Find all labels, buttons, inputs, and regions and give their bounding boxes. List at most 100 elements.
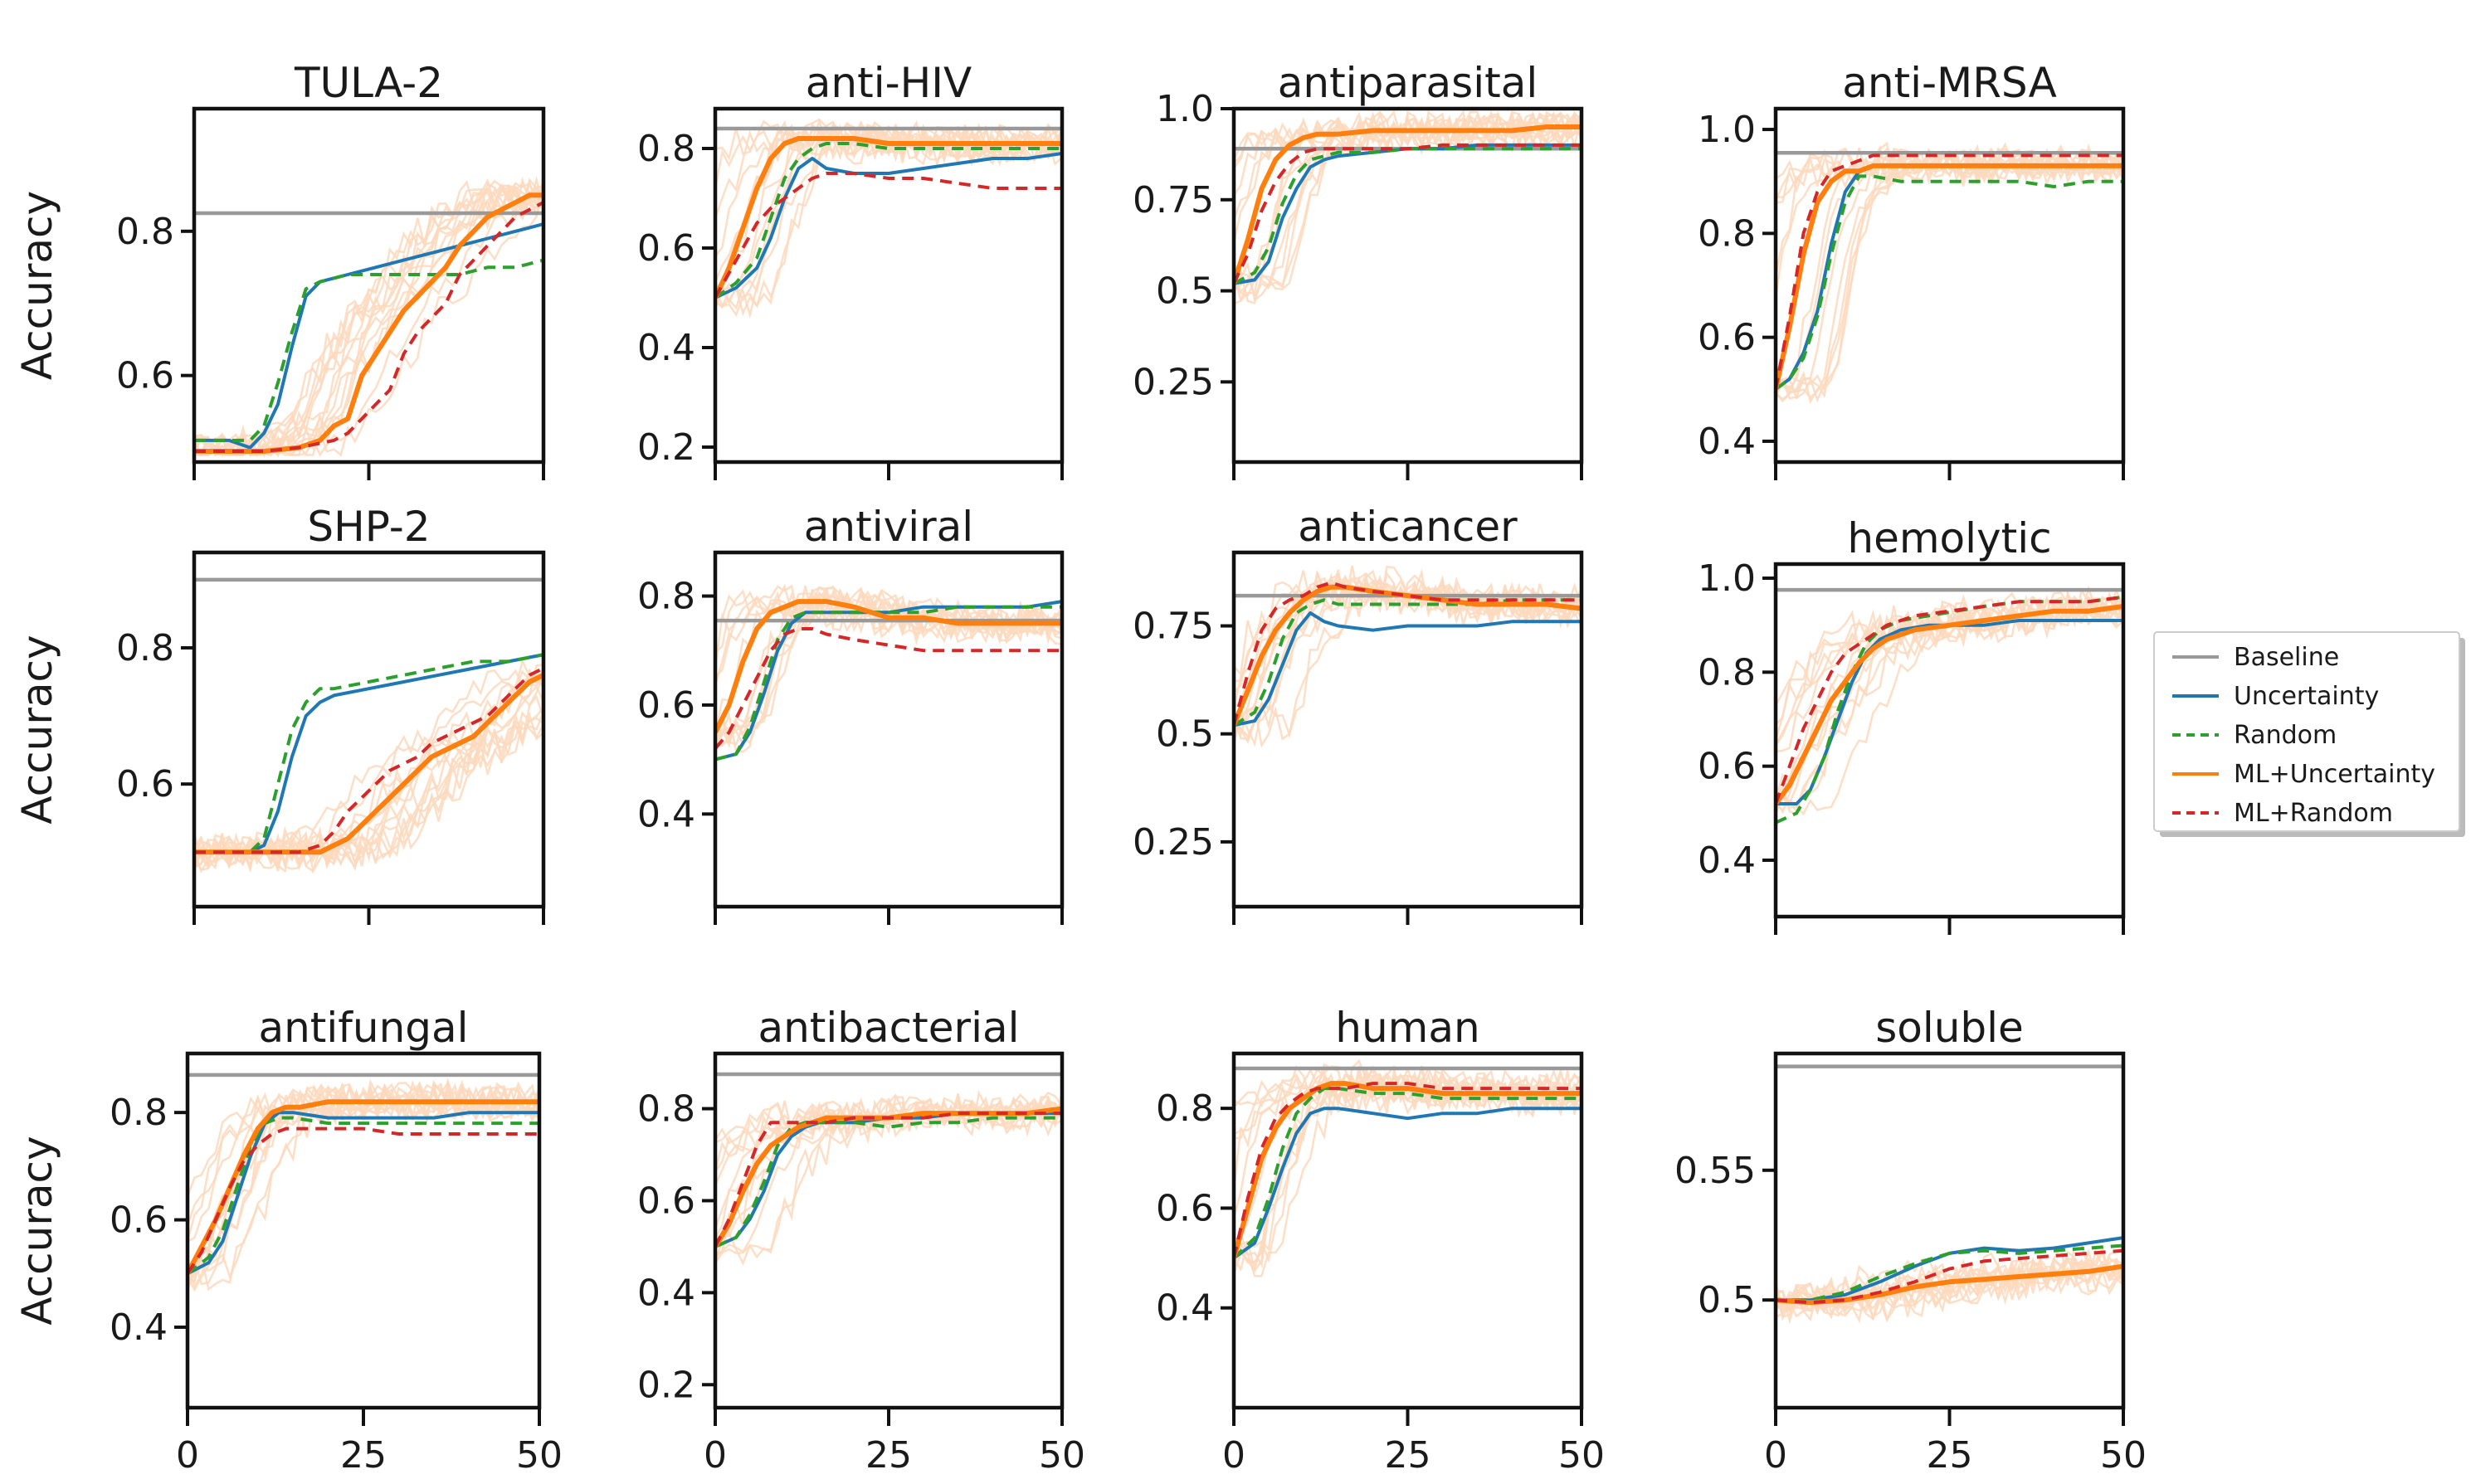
subplot-antiparasital: 0.25 0.5 0.75 1.0 antiparasital [1133, 59, 1584, 480]
y-tick-label: 0.4 [1698, 839, 1756, 882]
subplot-tula-2: 0.6 0.8 TULA-2 Accuracy [13, 59, 546, 480]
y-tick-label: 0.8 [637, 576, 695, 618]
y-tick-label: 0.4 [1698, 421, 1756, 463]
subplot-title: anti-HIV [806, 59, 972, 107]
y-tick-label: 0.6 [637, 684, 695, 727]
subplot-title: soluble [1875, 1004, 2024, 1052]
trajectory-line [1776, 597, 2123, 800]
y-tick-label: 0.4 [1156, 1287, 1214, 1330]
x-tick-label: 50 [2100, 1434, 2147, 1477]
series-line-ml-random [188, 1126, 539, 1275]
x-tick-label: 50 [516, 1434, 563, 1477]
subplot-hemolytic: 0.4 0.6 0.8 1.0 hemolytic [1698, 514, 2126, 935]
x-tick-label: 25 [1927, 1434, 1973, 1477]
series-line-uncertainty [188, 1111, 539, 1276]
subplot-anticancer: 0.25 0.5 0.75 anticancer [1133, 503, 1584, 925]
y-tick-label: 0.4 [637, 327, 695, 369]
plot-area-anti-mrsa [1776, 141, 2123, 405]
plot-area-antifungal [188, 1073, 539, 1292]
y-tick-label: 0.6 [110, 1199, 168, 1242]
y-tick-label: 0.8 [1698, 212, 1756, 255]
trajectory-line [1776, 1249, 2123, 1316]
legend-item-baseline: Baseline [2172, 643, 2339, 672]
x-tick-label: 0 [1222, 1434, 1245, 1477]
legend-box [2153, 631, 2460, 832]
series-line-ml-uncertainty [1776, 604, 2123, 805]
y-tick-label: 1.0 [1698, 557, 1756, 600]
y-tick-label: 0.25 [1133, 821, 1214, 864]
y-tick-label: 0.25 [1133, 361, 1214, 403]
y-tick-label: 0.2 [637, 426, 695, 469]
series-line-random [1776, 1243, 2123, 1302]
subplot-title: TULA-2 [294, 59, 443, 107]
trajectory-line [1776, 1260, 2123, 1315]
series-line-random [715, 605, 1062, 761]
legend-label: Uncertainty [2234, 682, 2379, 711]
plot-area-shp-2 [194, 577, 543, 875]
y-tick-label: 0.4 [637, 1272, 695, 1314]
x-tick-label: 0 [1764, 1434, 1787, 1477]
subplot-title: SHP-2 [307, 503, 430, 551]
axes-frame [1773, 1051, 2126, 1410]
series-line-ml-random [1776, 1248, 2123, 1305]
trajectory-line [715, 586, 1062, 747]
y-tick-label: 0.6 [637, 227, 695, 270]
y-tick-label: 0.6 [1698, 746, 1756, 788]
y-tick-label: 0.6 [116, 763, 174, 805]
y-tick-label: 0.6 [637, 1180, 695, 1222]
series-line-ml-random [1776, 595, 2123, 805]
legend-item-ml-random: ML+Random [2172, 799, 2393, 828]
series-line-random [715, 142, 1062, 299]
y-tick-label: 0.6 [1698, 317, 1756, 359]
y-tick-label: 0.8 [1156, 1087, 1214, 1130]
subplot-grid: 0.6 0.8 TULA-2 Accuracy 0.2 0.4 0.6 0.8 anti-HIV… [13, 59, 2147, 1477]
series-line-ml-uncertainty [715, 599, 1062, 734]
subplot-title: anti-MRSA [1842, 59, 2057, 107]
y-tick-label: 0.8 [637, 128, 695, 170]
y-axis-label: Accuracy [13, 1136, 61, 1325]
y-tick-label: 0.6 [1156, 1187, 1214, 1229]
y-tick-label: 0.55 [1674, 1150, 1756, 1192]
series-line-ml-uncertainty [194, 192, 543, 454]
series-line-uncertainty [1234, 143, 1582, 285]
subplot-anti-mrsa: 0.4 0.6 0.8 1.0 anti-MRSA [1698, 59, 2126, 480]
y-tick-label: 0.75 [1133, 606, 1214, 648]
subplot-shp-2: 0.6 0.8 SHP-2 Accuracy [13, 503, 546, 925]
series-line-random [194, 258, 543, 442]
trajectory-line [1234, 1063, 1582, 1191]
trajectory-line [1776, 586, 2123, 726]
plot-area-antiparasital [1234, 109, 1582, 305]
trajectory-line [194, 179, 543, 456]
x-tick-label: 25 [340, 1434, 387, 1477]
series-line-ml-uncertainty [715, 136, 1062, 299]
trajectory-line [194, 669, 543, 864]
subplot-title: antiviral [804, 503, 973, 551]
plot-area-antiviral [715, 583, 1062, 761]
subplot-antibacterial: 0.2 0.4 0.6 0.8 0 25 50 antibacterial [637, 1004, 1085, 1477]
x-tick-label: 25 [865, 1434, 912, 1477]
trajectory-line [188, 1083, 539, 1226]
plot-area-anticancer [1234, 565, 1582, 748]
subplot-anti-hiv: 0.2 0.4 0.6 0.8 anti-HIV [637, 59, 1065, 480]
series-line-ml-uncertainty [1234, 584, 1582, 727]
y-tick-label: 0.8 [116, 627, 174, 669]
trajectory-group [1776, 585, 2123, 816]
plot-area-antibacterial [715, 1072, 1062, 1266]
legend-label: ML+Random [2234, 799, 2393, 828]
x-tick-label: 50 [1558, 1434, 1605, 1477]
series-line-ml-uncertainty [1776, 163, 2123, 390]
trajectory-line [1776, 149, 2123, 392]
series-line-uncertainty [715, 152, 1062, 299]
series-line-ml-random [715, 627, 1062, 750]
subplot-title: antiparasital [1278, 59, 1538, 107]
subplot-human: 0.4 0.6 0.8 0 25 50 human [1156, 1004, 1605, 1477]
series-line-uncertainty [1234, 1107, 1582, 1260]
series-line-random [188, 1116, 539, 1275]
subplot-antifungal: 0.4 0.6 0.8 0 25 50 antifungal Accuracy [13, 1004, 563, 1477]
trajectory-group [194, 175, 543, 459]
series-line-ml-random [194, 201, 543, 453]
plot-area-hemolytic [1776, 585, 2123, 825]
series-line-ml-uncertainty [715, 1106, 1062, 1248]
y-tick-label: 0.8 [1698, 651, 1756, 693]
